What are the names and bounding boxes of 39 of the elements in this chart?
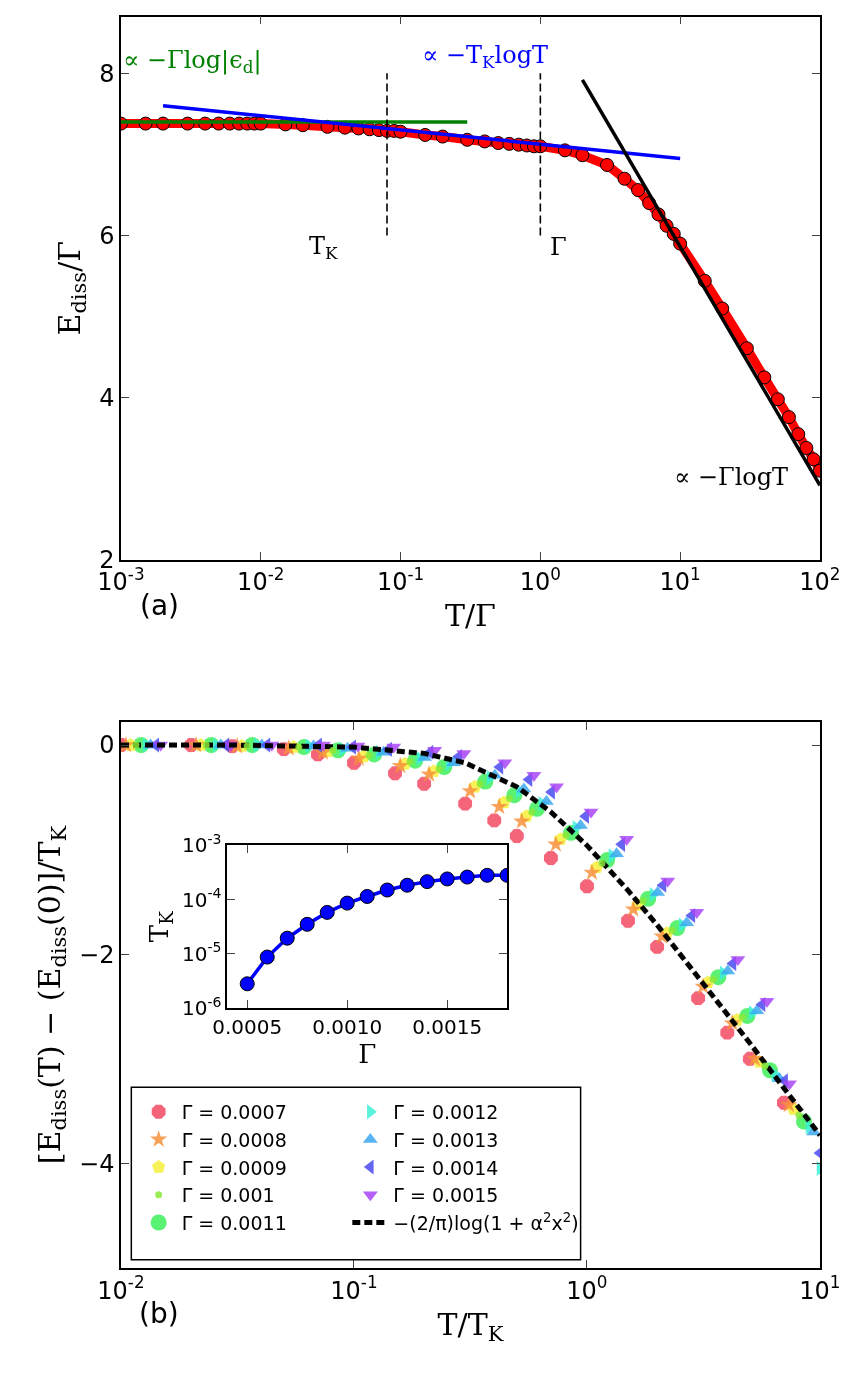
x-axis-title: T/Γ — [444, 598, 496, 634]
y-tick-label: 8 — [99, 59, 115, 88]
y-tick-label: 10$^{-4}$ — [182, 885, 222, 912]
text: (a) — [140, 589, 180, 622]
x-axis-title: T/T$_{K}$ — [437, 1306, 504, 1346]
legend-label: Γ = 0.0009 — [181, 1156, 287, 1179]
legend-label: Γ = 0.0012 — [393, 1101, 499, 1124]
x-tick-label: 10$^{-1}$ — [376, 564, 425, 597]
x-tick-label: 10$^{0}$ — [566, 1272, 608, 1305]
y-tick-label: 10$^{-3}$ — [182, 830, 222, 858]
y-tick-label: 4 — [99, 384, 115, 413]
legend-label: Γ = 0.001 — [181, 1184, 275, 1207]
x-tick-label: 10$^{-2}$ — [237, 564, 285, 597]
series-label: ∝ −ΓlogT — [674, 463, 789, 491]
x-tick-label: 10$^{2}$ — [799, 564, 841, 597]
y-tick-label: 10$^{-5}$ — [182, 939, 222, 966]
legend-label: Γ = 0.0007 — [181, 1101, 287, 1124]
text: T$_{K}$ — [309, 232, 339, 264]
x-tick-label: 10$^{0}$ — [519, 564, 561, 597]
legend-label: Γ = 0.0015 — [393, 1184, 499, 1207]
legend-label: Γ = 0.0013 — [393, 1128, 499, 1151]
x-tick-label: 10$^{1}$ — [659, 564, 701, 597]
y-tick-label: 6 — [99, 221, 115, 250]
x-tick-label: 10$^{1}$ — [799, 1272, 841, 1305]
y-tick-label: −4 — [79, 1149, 115, 1178]
legend-label: Γ = 0.0014 — [393, 1156, 499, 1179]
x-axis-title: Γ — [358, 1038, 377, 1069]
y-tick-label: 0 — [99, 731, 115, 760]
x-tick-label: 10$^{-1}$ — [330, 1272, 378, 1305]
series-label: Γ — [550, 233, 567, 261]
series-label: ∝ −Γlog|ϵ$_{d}$| — [123, 46, 262, 78]
legend-label: Γ = 0.0011 — [181, 1211, 287, 1234]
text: ∝ −T$_{K}$logT — [422, 41, 549, 73]
x-tick-label: 0.0010 — [312, 1014, 383, 1039]
x-tick-label: 0.0015 — [412, 1014, 483, 1039]
y-tick-label: −2 — [79, 940, 115, 969]
text: (b) — [139, 1297, 179, 1330]
legend-label: Γ = 0.0008 — [181, 1128, 287, 1151]
legend-label: −(2/π)log(1 + α$^{2}$x$^{2}$) — [393, 1209, 579, 1234]
